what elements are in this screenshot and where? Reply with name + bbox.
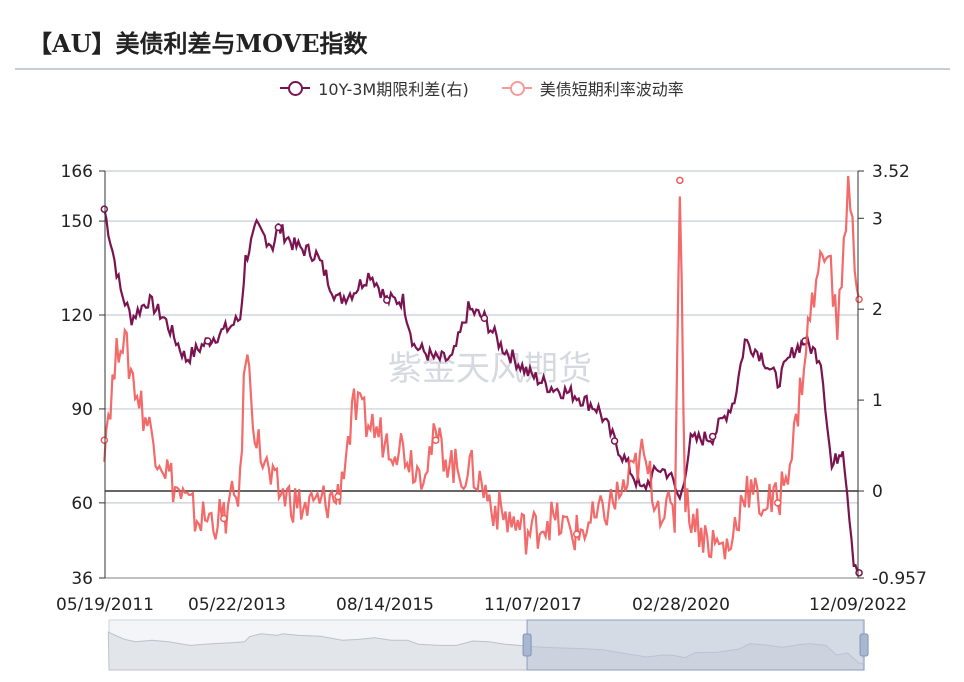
y-left-tick-label: 36 bbox=[71, 569, 93, 589]
data-point bbox=[383, 296, 391, 304]
y-right-tick-label: 2 bbox=[872, 300, 883, 320]
y-right-tick-label: -0.957 bbox=[872, 569, 927, 589]
legend-item-spread[interactable]: 10Y-3M期限利差(右) bbox=[280, 76, 469, 100]
x-tick-label: 12/09/2022 bbox=[809, 595, 907, 615]
x-tick-label: 05/22/2013 bbox=[188, 595, 286, 615]
y-right-tick-label: 3.52 bbox=[872, 162, 910, 182]
data-point bbox=[220, 514, 228, 523]
y-left-tick-label: 166 bbox=[61, 162, 93, 182]
data-point bbox=[572, 530, 581, 538]
data-zoom-slider[interactable] bbox=[107, 619, 869, 671]
data-point bbox=[100, 205, 109, 213]
legend-item-move[interactable]: 美债短期利率波动率 bbox=[501, 76, 684, 100]
x-tick-label: 08/14/2015 bbox=[336, 595, 434, 615]
legend-label: 美债短期利率波动率 bbox=[539, 80, 684, 99]
legend-line-circle-icon bbox=[501, 80, 532, 96]
series-line bbox=[103, 175, 861, 560]
data-point bbox=[334, 492, 342, 501]
data-point bbox=[676, 176, 684, 185]
legend-line-circle-icon bbox=[280, 80, 311, 96]
data-point bbox=[100, 436, 109, 444]
data-point bbox=[855, 569, 863, 577]
data-point bbox=[708, 432, 717, 441]
data-zoom-handle bbox=[859, 633, 869, 657]
data-point bbox=[480, 314, 489, 323]
title-divider bbox=[15, 68, 950, 70]
data-zoom-handle bbox=[522, 633, 532, 657]
data-point bbox=[610, 437, 619, 445]
y-left-tick-label: 150 bbox=[61, 212, 93, 232]
data-point bbox=[773, 499, 782, 507]
data-point bbox=[855, 295, 863, 304]
x-tick-label: 02/28/2020 bbox=[632, 595, 730, 615]
chart-title: 【AU】美债利差与MOVE指数 bbox=[28, 29, 368, 58]
x-tick-label: 11/07/2017 bbox=[484, 595, 582, 615]
data-point bbox=[431, 436, 440, 444]
y-left-tick-label: 90 bbox=[71, 400, 93, 420]
y-left-tick-label: 60 bbox=[71, 494, 93, 514]
legend: 10Y-3M期限利差(右) 美债短期利率波动率 bbox=[0, 76, 964, 100]
y-left-tick-label: 120 bbox=[61, 306, 93, 326]
data-point bbox=[203, 337, 212, 345]
y-right-tick-label: 1 bbox=[872, 391, 883, 411]
data-zoom-selection bbox=[526, 619, 865, 671]
y-right-tick-label: 3 bbox=[872, 209, 883, 229]
legend-label: 10Y-3M期限利差(右) bbox=[318, 80, 469, 99]
x-tick-label: 05/19/2011 bbox=[56, 595, 154, 615]
y-right-tick-label: 0 bbox=[872, 482, 883, 502]
data-point bbox=[274, 223, 283, 232]
watermark: 紫金天风期货 bbox=[388, 349, 592, 389]
